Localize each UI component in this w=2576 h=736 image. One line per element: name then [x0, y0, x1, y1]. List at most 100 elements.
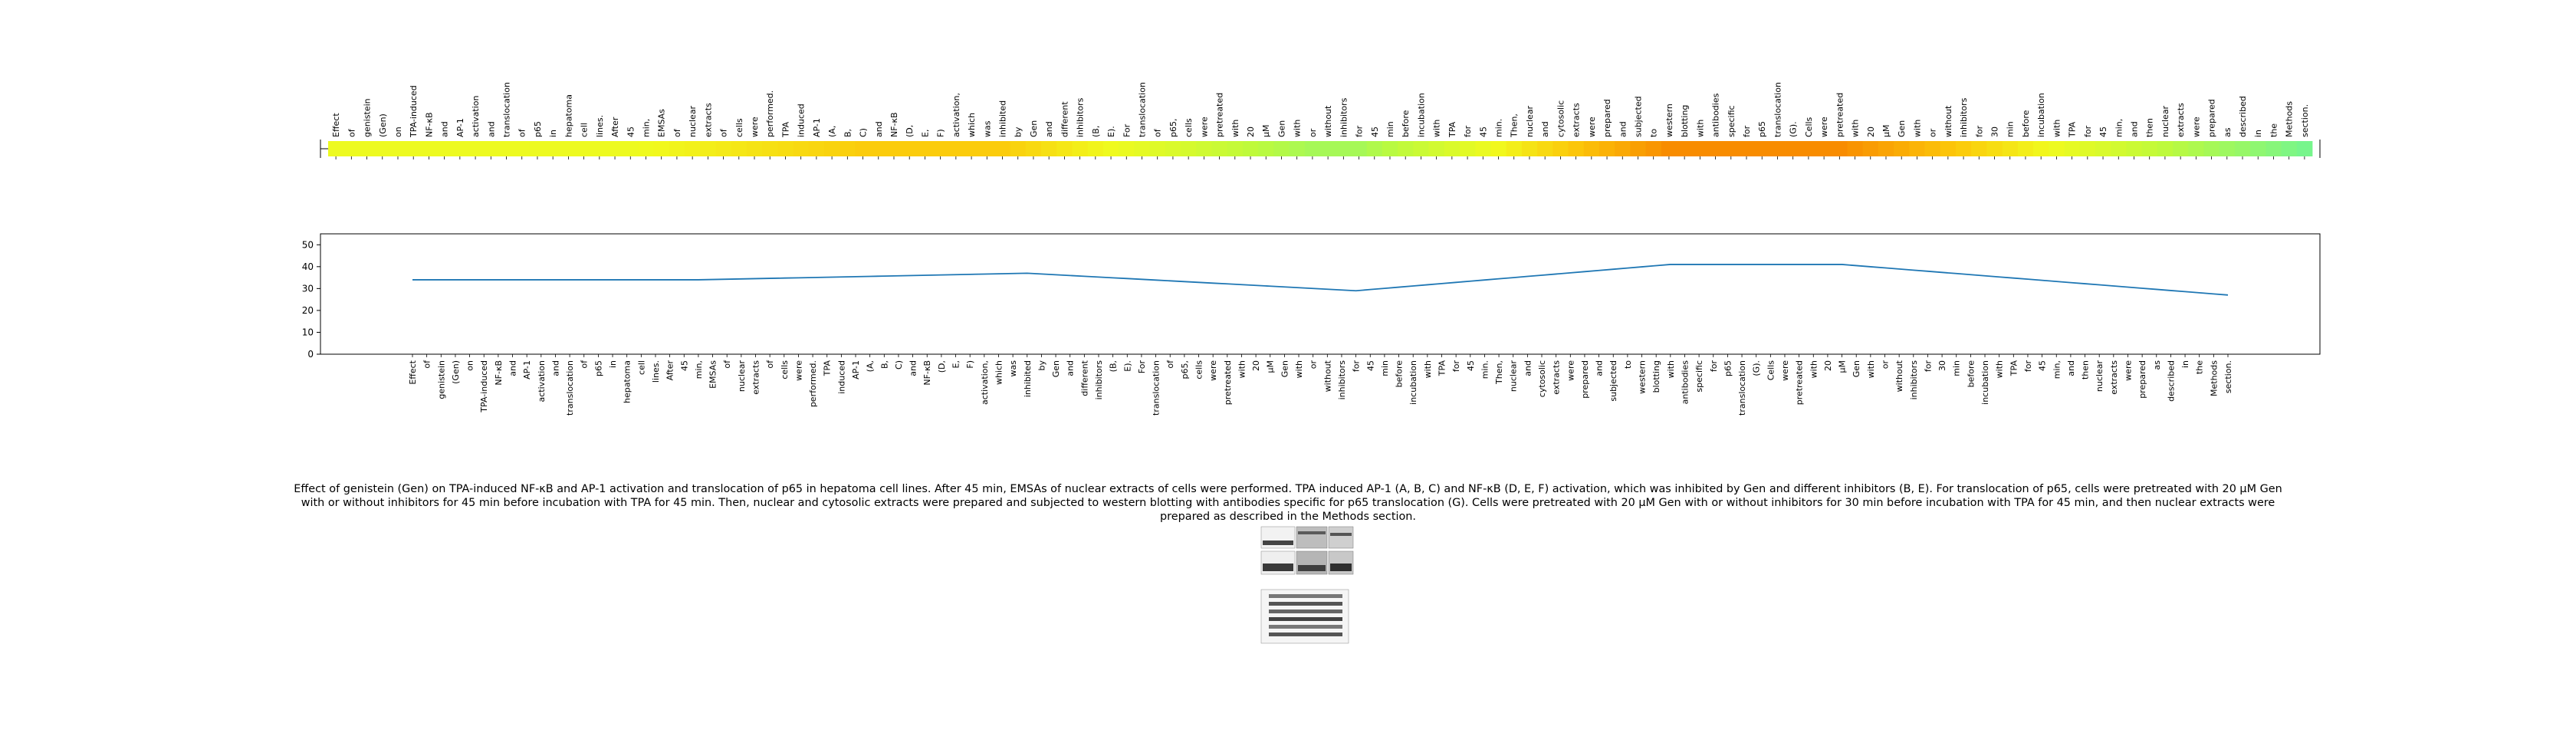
heatmap-cell — [2049, 141, 2065, 156]
heatmap-token-label: section. — [2300, 104, 2310, 137]
x-tick-label: p65, — [1180, 360, 1190, 379]
heatmap-token-label: prepared — [2207, 99, 2217, 137]
heatmap-cell — [1583, 141, 1600, 156]
heatmap-token-label: activation — [471, 95, 481, 137]
heatmap-cell — [1521, 141, 1538, 156]
heatmap-cell — [1800, 141, 1817, 156]
heatmap-token-label: and — [2129, 121, 2139, 137]
heatmap-token-label: AP-1 — [812, 118, 822, 137]
heatmap-token-label: E). — [1106, 126, 1116, 137]
heatmap-cell — [1832, 141, 1848, 156]
heatmap-cell — [606, 141, 623, 156]
heatmap-token-label: TPA — [2068, 121, 2078, 138]
heatmap-token-label: TPA-induced — [409, 85, 419, 138]
heatmap-cell — [623, 141, 639, 156]
heatmap-cell — [343, 141, 360, 156]
heatmap-token-label: translocation — [1773, 82, 1783, 137]
x-tick-label: of — [422, 360, 432, 369]
x-tick-label: μM — [1266, 360, 1276, 373]
heatmap-cell — [1552, 141, 1569, 156]
x-tick-label: TPA-induced — [479, 360, 489, 413]
heatmap-cell — [1351, 141, 1368, 156]
heatmap-cell — [483, 141, 499, 156]
heatmap-cell — [932, 141, 949, 156]
heatmap-token-label: with — [1912, 120, 1922, 137]
heatmap-token-label: inhibited — [998, 100, 1008, 137]
heatmap-token-label: C) — [859, 128, 869, 137]
x-tick-label: were — [1566, 360, 1576, 381]
heatmap-cell — [1924, 141, 1941, 156]
heatmap-cell — [2219, 141, 2236, 156]
heatmap-cell — [669, 141, 685, 156]
y-tick-label: 50 — [302, 239, 314, 250]
heatmap-cell — [1971, 141, 1987, 156]
heatmap-cell — [576, 141, 593, 156]
heatmap-cell — [421, 141, 437, 156]
heatmap-token-label: to — [1649, 129, 1659, 137]
x-tick-label: were — [794, 360, 803, 381]
heatmap-cell — [2173, 141, 2189, 156]
x-tick-label: Effect — [408, 360, 418, 384]
x-tick-label: nuclear — [2095, 360, 2104, 393]
heatmap-token-label: were — [1587, 117, 1597, 137]
heatmap-token-label: different — [1060, 101, 1070, 137]
heatmap-token-label: without — [1944, 105, 1953, 137]
heatmap-cell — [1211, 141, 1228, 156]
x-tick-label: with — [1237, 360, 1247, 378]
x-tick-label: and — [1595, 360, 1605, 376]
heatmap-token-label: before — [2021, 110, 2031, 137]
heatmap-cell — [1986, 141, 2003, 156]
heatmap-cell — [1475, 141, 1491, 156]
x-tick-label: activation — [537, 360, 547, 402]
heatmap-token-label: of — [672, 128, 682, 137]
heatmap-token-label: TPA — [780, 121, 790, 138]
x-tick-label: Cells — [1766, 360, 1776, 381]
heatmap-token-label: specific — [1727, 105, 1737, 137]
heatmap-cell — [467, 141, 484, 156]
x-tick-label: performed. — [808, 360, 818, 407]
x-tick-label: cells — [1194, 360, 1204, 380]
heatmap-cell — [452, 141, 468, 156]
x-tick-label: described — [2166, 360, 2176, 402]
heatmap-cell — [1506, 141, 1523, 156]
heatmap-token-label: or — [1308, 128, 1318, 137]
heatmap-token-label: pretreated — [1215, 93, 1225, 137]
heatmap-cell — [1025, 141, 1042, 156]
heatmap-cell — [2079, 141, 2096, 156]
x-tick-label: genistein — [436, 360, 446, 399]
heatmap-token-label: subjected — [1633, 96, 1643, 137]
x-tick-label: Methods — [2209, 360, 2219, 396]
x-tick-label: (G). — [1752, 360, 1762, 376]
heatmap-cell — [2111, 141, 2127, 156]
heatmap-cell — [2064, 141, 2081, 156]
heatmap-cell — [1707, 141, 1724, 156]
heatmap-cell — [979, 141, 995, 156]
heatmap-cell — [685, 141, 701, 156]
heatmap-token-label: TPA — [1447, 121, 1457, 138]
x-tick-label: with — [1294, 360, 1304, 378]
heatmap-token-label: min — [2006, 121, 2016, 137]
x-tick-label: for — [1451, 360, 1461, 373]
heatmap-cell — [994, 141, 1011, 156]
heatmap-cell — [2095, 141, 2111, 156]
x-tick-label: antibodies — [1680, 360, 1690, 405]
heatmap-cell — [762, 141, 778, 156]
x-tick-label: translocation — [565, 360, 575, 416]
x-tick-label: μM — [1838, 360, 1848, 373]
heatmap-cell — [2141, 141, 2158, 156]
heatmap-cell — [1041, 141, 1057, 156]
heatmap-token-label: hepatoma — [564, 94, 573, 137]
heatmap-cell — [1847, 141, 1864, 156]
heatmap-token-label: for — [2083, 125, 2093, 137]
x-tick-label: Gen — [1280, 360, 1290, 377]
x-tick-label: EMSAs — [708, 360, 718, 389]
heatmap-token-label: After — [610, 117, 620, 137]
heatmap-token-label: by — [1014, 127, 1024, 137]
x-tick-label: in — [2180, 360, 2190, 368]
heatmap-token-label: induced — [797, 104, 807, 137]
heatmap-token-label: translocation — [502, 82, 512, 137]
x-tick-label: of — [1165, 360, 1175, 369]
heatmap-token-label: 45 — [1370, 127, 1380, 137]
heatmap-token-label: and — [1618, 121, 1628, 137]
x-tick-label: pretreated — [1223, 360, 1233, 405]
